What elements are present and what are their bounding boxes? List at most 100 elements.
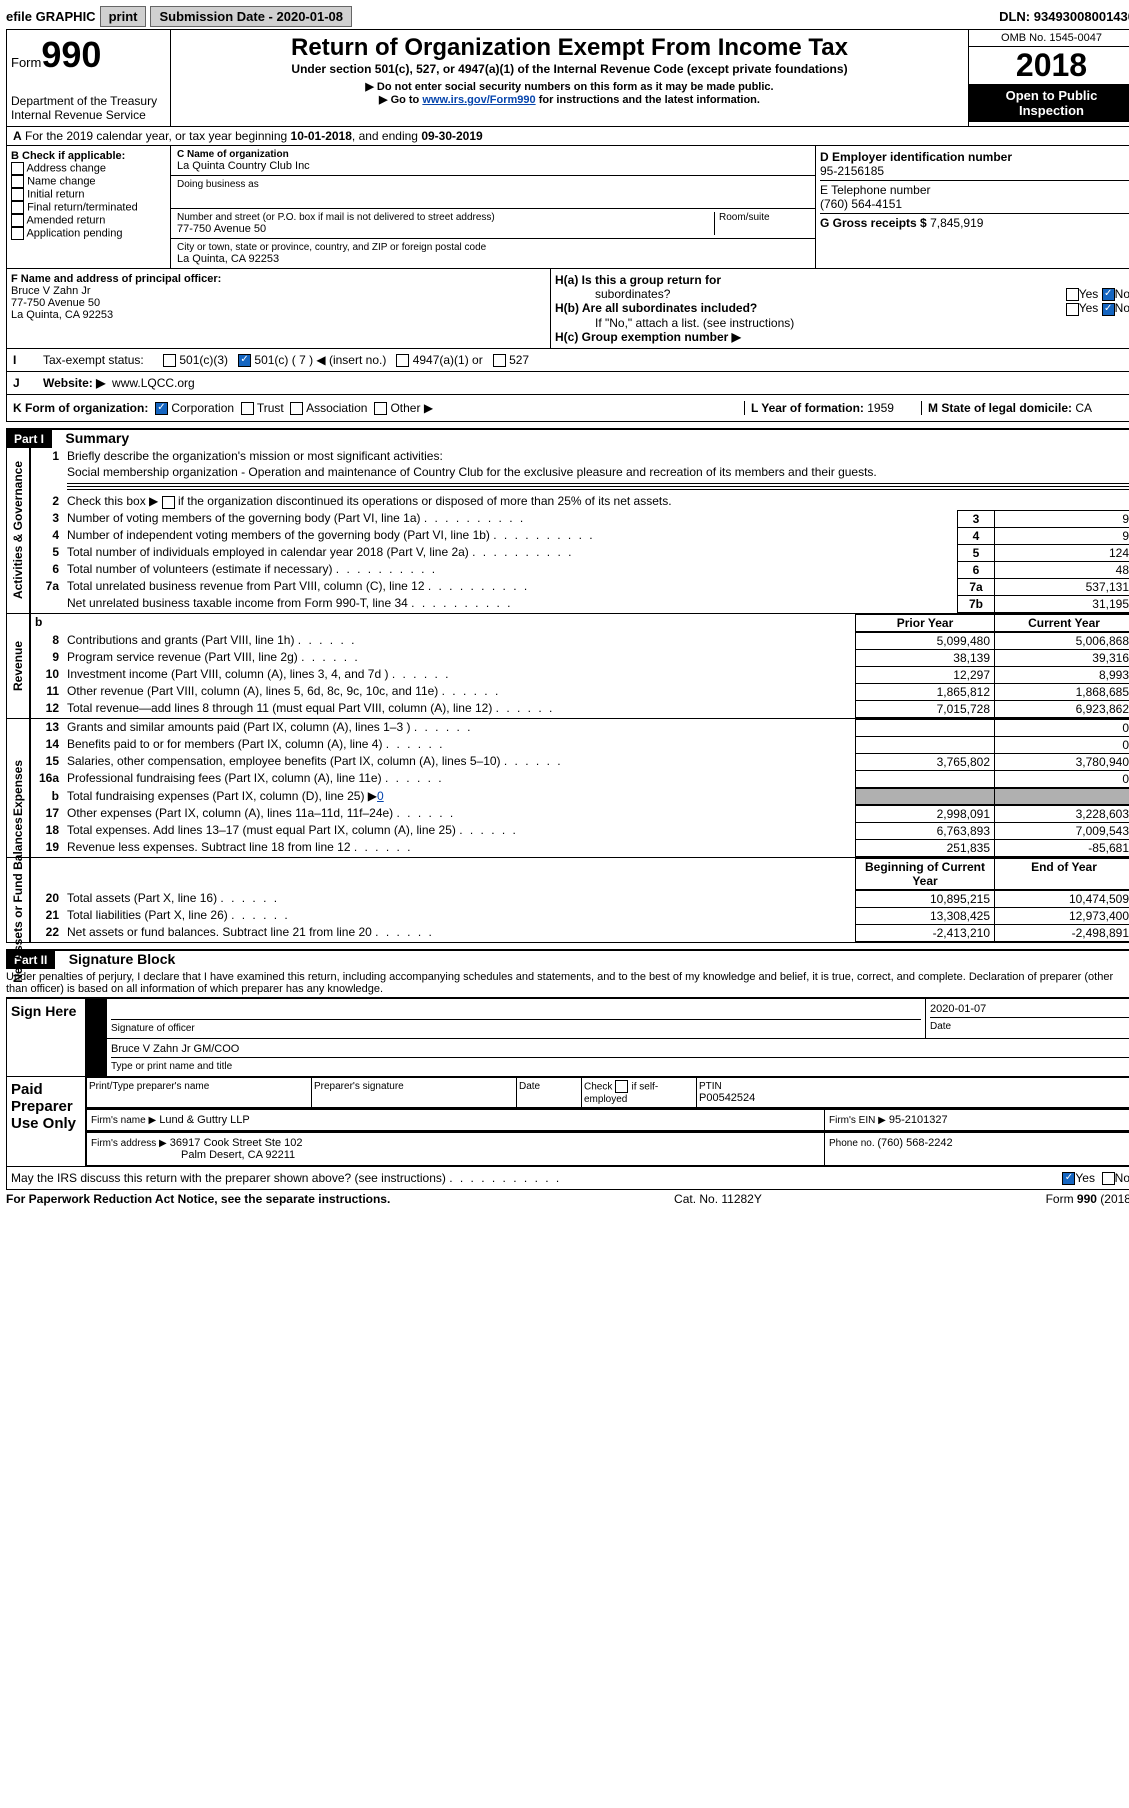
officer-name-title: Bruce V Zahn Jr GM/COO — [111, 1043, 1129, 1055]
part1-header: Part I Summary — [6, 428, 1129, 448]
chk-527[interactable] — [493, 354, 506, 367]
chk-corporation[interactable] — [155, 402, 168, 415]
table-row: 16aProfessional fundraising fees (Part I… — [31, 770, 1129, 787]
revenue-block: Revenue bPrior YearCurrent Year 8Contrib… — [6, 614, 1129, 719]
table-row: 20Total assets (Part X, line 16) . . . .… — [31, 890, 1129, 907]
chk-trust[interactable] — [241, 402, 254, 415]
ptin: P00542524 — [699, 1092, 755, 1104]
box-i: I Tax-exempt status: 501(c)(3) 501(c) ( … — [6, 349, 1129, 372]
box-deg: D Employer identification number 95-2156… — [815, 146, 1129, 268]
box-c: C Name of organizationLa Quinta Country … — [171, 146, 815, 268]
omb-number: OMB No. 1545-0047 — [969, 30, 1129, 47]
table-row: 5Total number of individuals employed in… — [31, 544, 1129, 561]
efile-label: efile GRAPHIC — [6, 9, 96, 24]
chk-name-change[interactable] — [11, 175, 24, 188]
table-row: 3Number of voting members of the governi… — [31, 510, 1129, 527]
form990-link[interactable]: www.irs.gov/Form990 — [422, 94, 535, 106]
chk-association[interactable] — [290, 402, 303, 415]
table-row: 14Benefits paid to or for members (Part … — [31, 736, 1129, 753]
form-title: Return of Organization Exempt From Incom… — [175, 34, 964, 62]
box-f: F Name and address of principal officer:… — [7, 269, 551, 348]
table-row: 19Revenue less expenses. Subtract line 1… — [31, 839, 1129, 856]
form-header: Form990 Department of the Treasury Inter… — [6, 29, 1129, 127]
chk-discontinued[interactable] — [162, 496, 175, 509]
ein: 95-2156185 — [820, 164, 1129, 178]
box-klm: K Form of organization: Corporation Trus… — [6, 395, 1129, 422]
box-h: H(a) Is this a group return for subordin… — [551, 269, 1129, 348]
table-row: 17Other expenses (Part IX, column (A), l… — [31, 805, 1129, 822]
officer-grouping-block: F Name and address of principal officer:… — [6, 269, 1129, 349]
gross-receipts: 7,845,919 — [930, 216, 983, 230]
sig-date: 2020-01-07 — [930, 1003, 1129, 1015]
table-row: 15Salaries, other compensation, employee… — [31, 753, 1129, 770]
table-row: 10Investment income (Part VIII, column (… — [31, 666, 1129, 683]
box-j: J Website: ▶ www.LQCC.org — [6, 372, 1129, 395]
side-activities: Activities & Governance — [7, 448, 31, 612]
chk-self-employed[interactable] — [615, 1080, 628, 1093]
state-domicile: CA — [1075, 401, 1092, 415]
chk-ha-no[interactable] — [1102, 288, 1115, 301]
netassets-block: Net Assets or Fund Balances Beginning of… — [6, 858, 1129, 943]
table-row: 6Total number of volunteers (estimate if… — [31, 561, 1129, 578]
chk-501c[interactable] — [238, 354, 251, 367]
part1-body: Activities & Governance 1Briefly describ… — [6, 448, 1129, 613]
firm-ein: 95-2101327 — [889, 1114, 948, 1126]
table-row: 13Grants and similar amounts paid (Part … — [31, 719, 1129, 736]
pra-notice: For Paperwork Reduction Act Notice, see … — [6, 1192, 390, 1206]
table-row: Net unrelated business taxable income fr… — [31, 595, 1129, 612]
entity-block: B Check if applicable: Address change Na… — [6, 146, 1129, 269]
chk-4947[interactable] — [396, 354, 409, 367]
discuss-row: May the IRS discuss this return with the… — [6, 1167, 1129, 1190]
chk-hb-yes[interactable] — [1066, 303, 1079, 316]
chk-discuss-yes[interactable] — [1062, 1172, 1075, 1185]
topbar: efile GRAPHIC print Submission Date - 20… — [6, 6, 1129, 27]
side-netassets: Net Assets or Fund Balances — [7, 858, 31, 942]
firm-name: Lund & Guttry LLP — [159, 1114, 250, 1126]
year-formation: 1959 — [867, 401, 894, 415]
part2-header: Part II Signature Block — [6, 949, 1129, 969]
submission-date: Submission Date - 2020-01-08 — [150, 6, 352, 27]
chk-initial-return[interactable] — [11, 188, 24, 201]
form-subtitle: Under section 501(c), 527, or 4947(a)(1)… — [175, 62, 964, 76]
no-ssn-note: ▶ Do not enter social security numbers o… — [175, 80, 964, 93]
phone: (760) 564-4151 — [820, 197, 1129, 211]
preparer-phone: (760) 568-2242 — [877, 1137, 952, 1149]
table-row: 12Total revenue—add lines 8 through 11 (… — [31, 700, 1129, 717]
dept-treasury: Department of the Treasury — [11, 94, 166, 108]
paid-preparer: Paid Preparer Use Only — [7, 1076, 86, 1166]
website-url: www.LQCC.org — [112, 376, 195, 390]
tax-year: 2018 — [969, 47, 1129, 84]
chk-discuss-no[interactable] — [1102, 1172, 1115, 1185]
table-row: 21Total liabilities (Part X, line 26) . … — [31, 907, 1129, 924]
chk-app-pending[interactable] — [11, 227, 24, 240]
org-address: 77-750 Avenue 50 — [177, 223, 714, 235]
chk-final-return[interactable] — [11, 201, 24, 214]
box-b: B Check if applicable: Address change Na… — [7, 146, 171, 268]
chk-amended[interactable] — [11, 214, 24, 227]
perjury-statement: Under penalties of perjury, I declare th… — [6, 969, 1129, 997]
footer: For Paperwork Reduction Act Notice, see … — [6, 1192, 1129, 1206]
cat-no: Cat. No. 11282Y — [674, 1192, 762, 1206]
table-row: 18Total expenses. Add lines 13–17 (must … — [31, 822, 1129, 839]
chk-501c3[interactable] — [163, 354, 176, 367]
table-row: 8Contributions and grants (Part VIII, li… — [31, 632, 1129, 649]
signature-block: Sign Here Signature of officer 2020-01-0… — [6, 997, 1129, 1167]
open-inspection: Open to Public Inspection — [969, 84, 1129, 122]
period-line: A For the 2019 calendar year, or tax yea… — [6, 127, 1129, 146]
table-row: 9Program service revenue (Part VIII, lin… — [31, 649, 1129, 666]
print-button[interactable]: print — [100, 6, 147, 27]
org-city: La Quinta, CA 92253 — [177, 253, 809, 265]
goto-line: ▶ Go to www.irs.gov/Form990 for instruct… — [175, 93, 964, 106]
mission: Social membership organization - Operati… — [63, 464, 1129, 480]
chk-ha-yes[interactable] — [1066, 288, 1079, 301]
chk-hb-no[interactable] — [1102, 303, 1115, 316]
org-name: La Quinta Country Club Inc — [177, 160, 809, 172]
chk-other-org[interactable] — [374, 402, 387, 415]
table-row: 11Other revenue (Part VIII, column (A), … — [31, 683, 1129, 700]
dln: DLN: 93493008001430 — [999, 9, 1129, 24]
chk-address-change[interactable] — [11, 162, 24, 175]
expenses-block: Expenses 13Grants and similar amounts pa… — [6, 719, 1129, 858]
table-row: 22Net assets or fund balances. Subtract … — [31, 924, 1129, 941]
form-ref: Form 990 (2018) — [1046, 1192, 1129, 1206]
side-revenue: Revenue — [7, 614, 31, 718]
